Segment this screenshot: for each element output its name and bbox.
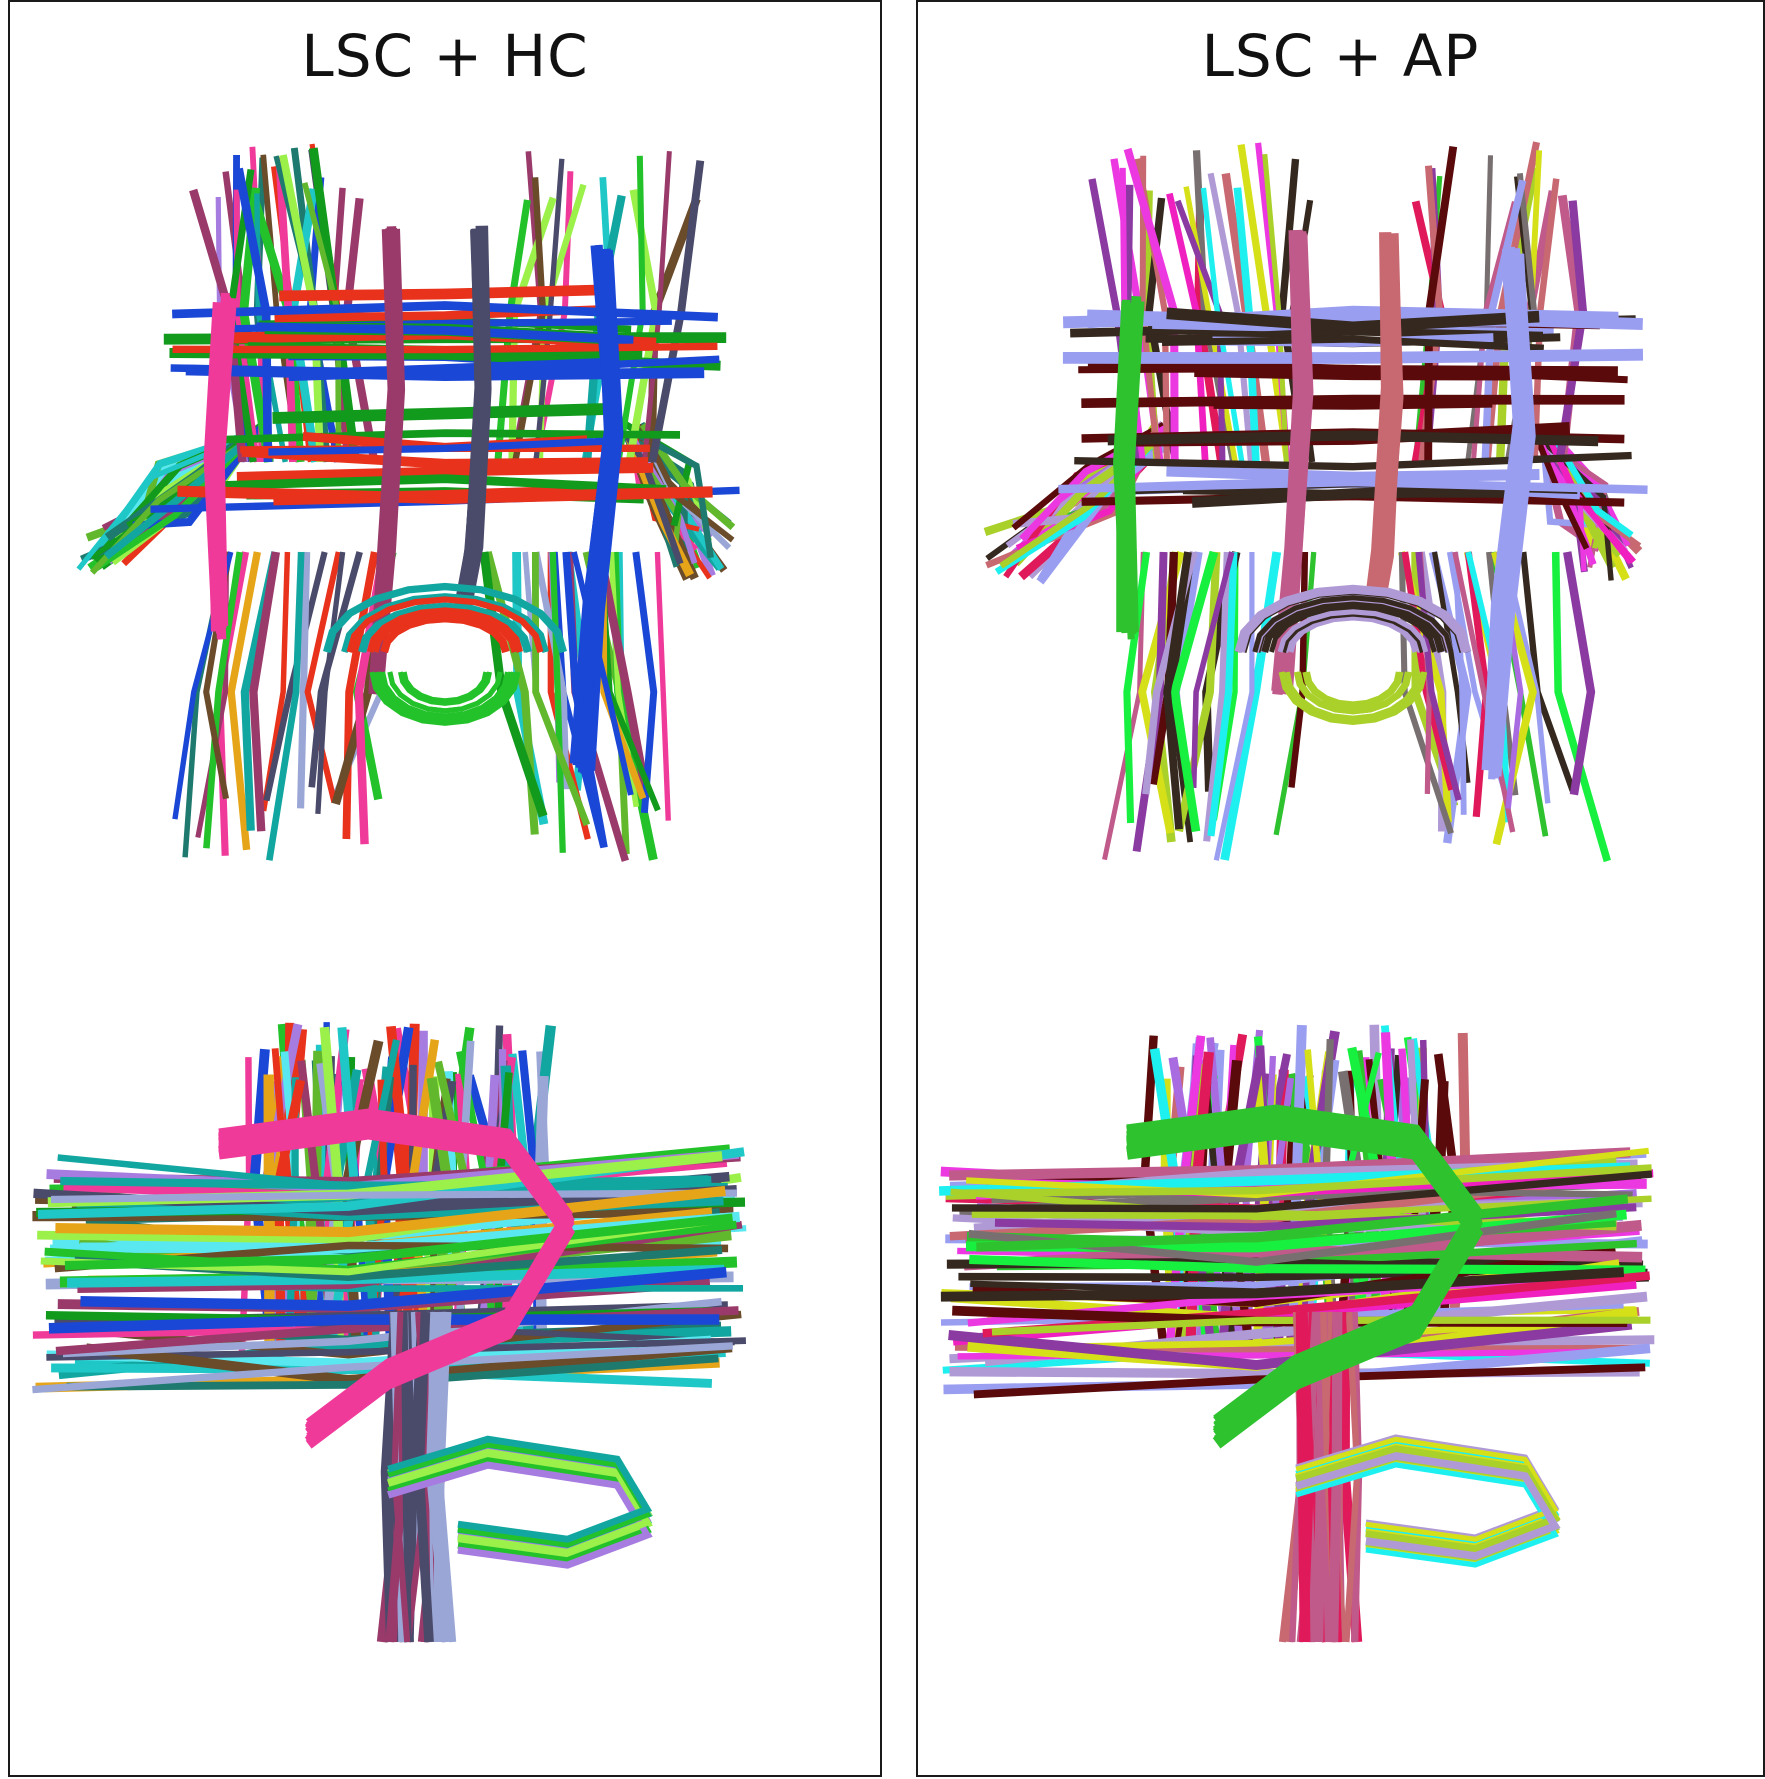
- axial-tractography-view: [918, 132, 1763, 892]
- panel-lsc-ap: LSC + AP: [916, 0, 1765, 1777]
- axial-tractography-view: [10, 132, 880, 892]
- axial-tractography-image: [983, 141, 1648, 863]
- panel-title: LSC + AP: [1201, 22, 1480, 90]
- sagittal-tractography-view: [10, 1012, 880, 1682]
- axial-tractography-image: [76, 143, 740, 862]
- panel-lsc-hc: LSC + HC: [8, 0, 882, 1777]
- sagittal-tractography-image: [938, 1024, 1655, 1643]
- sagittal-tractography-view: [918, 1012, 1763, 1682]
- panel-title: LSC + HC: [301, 22, 589, 90]
- sagittal-tractography-image: [32, 1022, 747, 1643]
